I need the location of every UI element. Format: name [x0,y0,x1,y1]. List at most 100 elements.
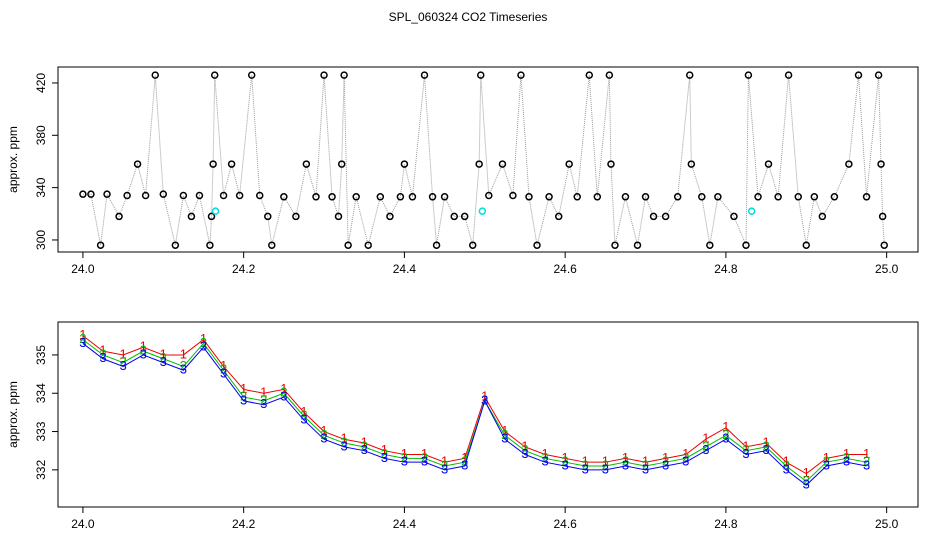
point-marker: 1 [320,423,327,438]
point [312,193,320,201]
point-marker: 1 [99,343,106,358]
point [171,241,180,249]
point-marker: 2 [762,438,769,453]
point [784,71,793,79]
series-line [82,75,885,246]
point-marker: 3 [521,446,528,461]
point-marker: 3 [803,477,810,492]
point [554,212,563,221]
point-marker: 2 [320,427,327,442]
point [774,193,782,201]
point-marker: 2 [79,331,86,346]
point [706,241,714,249]
point-marker: 1 [361,434,368,449]
y-tick-label: 420 [34,73,48,93]
point [485,191,493,200]
point-marker: 3 [602,461,609,476]
point [268,241,276,249]
point-marker: 1 [280,381,287,396]
point-marker: 2 [441,457,448,472]
point-marker: 2 [200,335,207,350]
point [747,207,756,215]
point [211,207,220,215]
point-marker: 2 [642,457,649,472]
point [364,241,372,249]
point-marker: 2 [461,454,468,469]
point-marker: 2 [602,457,609,472]
point-marker: 2 [863,454,870,469]
point-marker: 3 [381,450,388,465]
series-line [82,339,867,482]
point-marker: 2 [421,450,428,465]
y-tick-label: 380 [34,125,48,145]
point [209,160,217,168]
point-marker: 3 [722,431,729,446]
point-marker: 2 [401,450,408,465]
point [880,241,888,249]
point [159,190,168,198]
point [320,71,328,79]
point [264,212,272,221]
point-marker: 2 [119,354,126,369]
point [206,241,214,249]
point-marker: 1 [401,446,408,461]
y-tick-label: 332 [34,460,48,480]
point [396,193,405,201]
point [210,71,219,79]
x-tick-label: 24.0 [71,262,95,276]
point [477,71,485,79]
point-marker: 3 [783,461,790,476]
point [280,193,288,201]
x-tick-label: 25.0 [875,517,899,531]
x-tick-label: 24.0 [71,517,95,531]
point [641,193,650,201]
point-marker: 2 [823,454,830,469]
point-marker: 1 [180,346,187,361]
point-marker: 1 [79,327,86,342]
point-marker: 2 [99,346,106,361]
point [878,212,887,221]
x-tick-label: 24.6 [553,517,577,531]
point [877,160,885,168]
point-marker: 1 [662,450,669,465]
point [685,71,694,79]
point-marker: 2 [220,362,227,377]
point [408,193,417,201]
point-marker: 1 [742,438,749,453]
point-marker: 2 [381,446,388,461]
point-marker: 2 [843,450,850,465]
point [123,191,131,200]
series-line [82,343,867,486]
y-tick-label: 340 [34,177,48,197]
point [115,212,123,221]
point [611,241,619,249]
point [340,71,348,79]
point-marker: 3 [762,442,769,457]
point-marker: 1 [843,446,850,461]
point-marker: 3 [341,438,348,453]
point-marker: 3 [320,431,327,446]
x-tick-label: 24.6 [553,262,577,276]
plot-frame [57,321,919,508]
y-tick-label: 300 [34,230,48,250]
point [79,190,87,198]
point [235,191,244,200]
point-marker: 2 [803,473,810,488]
point-marker: 1 [381,442,388,457]
point [219,191,228,200]
point-marker: 2 [160,350,167,365]
point [845,160,853,168]
point-marker: 1 [602,454,609,469]
point-marker: 1 [421,446,428,461]
x-tick-label: 24.8 [714,262,738,276]
point [400,160,409,168]
point-marker: 1 [582,454,589,469]
point-marker: 3 [662,457,669,472]
point-marker: 3 [863,457,870,472]
point [133,160,142,168]
x-tick-label: 24.2 [232,262,256,276]
point-marker: 3 [200,339,207,354]
y-axis-label: approx. ppm [6,126,20,193]
point [292,212,300,221]
